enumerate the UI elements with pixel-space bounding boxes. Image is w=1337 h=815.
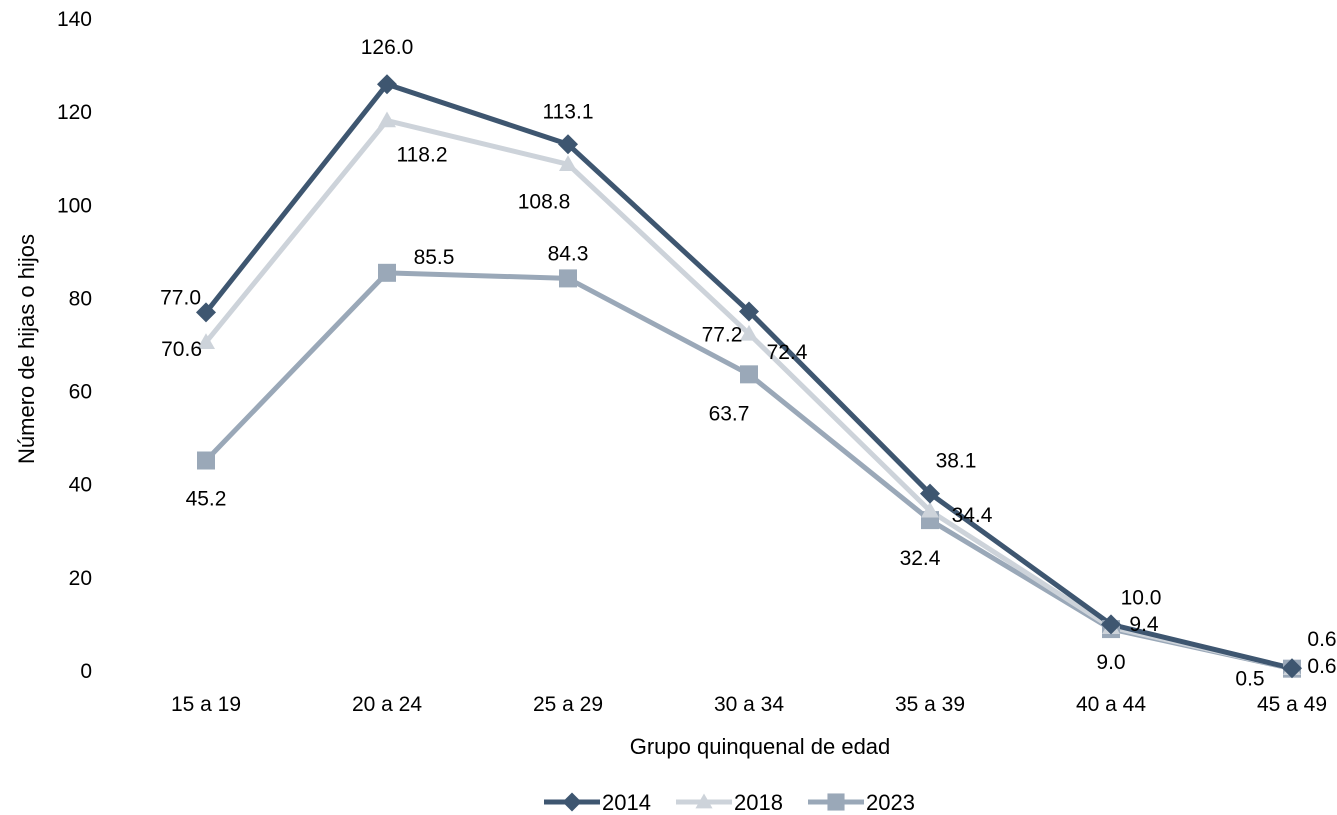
data-label-2014: 77.2 xyxy=(702,323,743,346)
data-label-2018: 34.4 xyxy=(952,504,993,527)
x-tick-label: 45 a 49 xyxy=(1257,693,1327,716)
data-point-2014 xyxy=(739,301,759,322)
x-axis-title: Grupo quinquenal de edad xyxy=(630,734,891,759)
data-labels: 77.0 126.0 113.1 77.2 38.1 10.0 0.6 70.6 118.2 10… xyxy=(160,36,1336,690)
legend-marker-2023 xyxy=(827,793,845,811)
data-point-2023 xyxy=(197,451,215,470)
data-point-2023 xyxy=(740,365,758,384)
data-point-2018 xyxy=(740,324,758,341)
legend: 2014 2018 2023 xyxy=(544,790,915,815)
data-label-2014: 38.1 xyxy=(936,450,977,473)
y-axis-title: Número de hijas o hijos xyxy=(14,234,39,464)
data-label-2014: 0.6 xyxy=(1307,628,1336,651)
x-tick-label: 15 a 19 xyxy=(171,693,241,716)
data-label-2018: 118.2 xyxy=(397,144,448,167)
legend-label-2018: 2018 xyxy=(734,790,783,815)
data-label-2014: 10.0 xyxy=(1121,586,1162,609)
y-tick-label: 60 xyxy=(69,381,92,404)
data-point-2023 xyxy=(378,263,396,282)
data-label-2018: 9.4 xyxy=(1129,613,1159,636)
y-tick-label: 140 xyxy=(57,8,92,31)
data-label-2018: 70.6 xyxy=(161,338,202,361)
data-label-2023: 32.4 xyxy=(900,547,941,570)
y-tick-label: 20 xyxy=(69,567,92,590)
legend-label-2014: 2014 xyxy=(602,790,651,815)
data-point-2018 xyxy=(559,155,577,172)
data-label-2023: 84.3 xyxy=(548,242,589,265)
x-tick-label: 30 a 34 xyxy=(714,693,784,716)
x-tick-label: 20 a 24 xyxy=(352,693,422,716)
data-label-2018: 0.6 xyxy=(1307,655,1336,678)
data-point-2014 xyxy=(1282,658,1302,679)
y-axis-ticks: 0 20 40 60 80 100 120 140 xyxy=(57,8,92,683)
data-point-2014 xyxy=(920,483,940,504)
data-label-2023: 63.7 xyxy=(709,402,750,425)
data-label-2014: 77.0 xyxy=(160,286,201,309)
data-point-2023 xyxy=(559,269,577,288)
y-tick-label: 40 xyxy=(69,474,92,497)
x-tick-label: 40 a 44 xyxy=(1076,693,1146,716)
y-tick-label: 100 xyxy=(57,194,92,217)
data-label-2018: 108.8 xyxy=(518,190,571,213)
data-label-2023: 85.5 xyxy=(414,246,455,269)
data-point-2018 xyxy=(197,333,215,349)
legend-marker-2018 xyxy=(695,793,713,809)
x-tick-label: 35 a 39 xyxy=(895,693,965,716)
y-tick-label: 120 xyxy=(57,101,92,124)
data-point-2014 xyxy=(558,134,578,155)
data-point-2014 xyxy=(377,74,397,95)
data-point-2018 xyxy=(378,111,396,128)
data-point-2014 xyxy=(196,302,216,323)
data-point-2018 xyxy=(921,501,939,518)
x-axis-ticks: 15 a 19 20 a 24 25 a 29 30 a 34 35 a 39 40 a … xyxy=(171,693,1327,716)
data-label-2014: 113.1 xyxy=(543,100,594,123)
y-tick-label: 80 xyxy=(69,287,92,310)
y-tick-label: 0 xyxy=(80,660,92,683)
data-label-2018: 72.4 xyxy=(767,341,808,364)
data-point-2014 xyxy=(1101,614,1121,635)
data-label-2023: 0.5 xyxy=(1235,668,1264,691)
series-markers xyxy=(196,74,1302,679)
data-label-2023: 45.2 xyxy=(186,487,227,510)
legend-label-2023: 2023 xyxy=(866,790,915,815)
data-label-2014: 126.0 xyxy=(361,36,414,59)
data-label-2023: 9.0 xyxy=(1096,651,1125,674)
x-tick-label: 25 a 29 xyxy=(533,693,603,716)
legend-marker-2014 xyxy=(562,792,582,812)
